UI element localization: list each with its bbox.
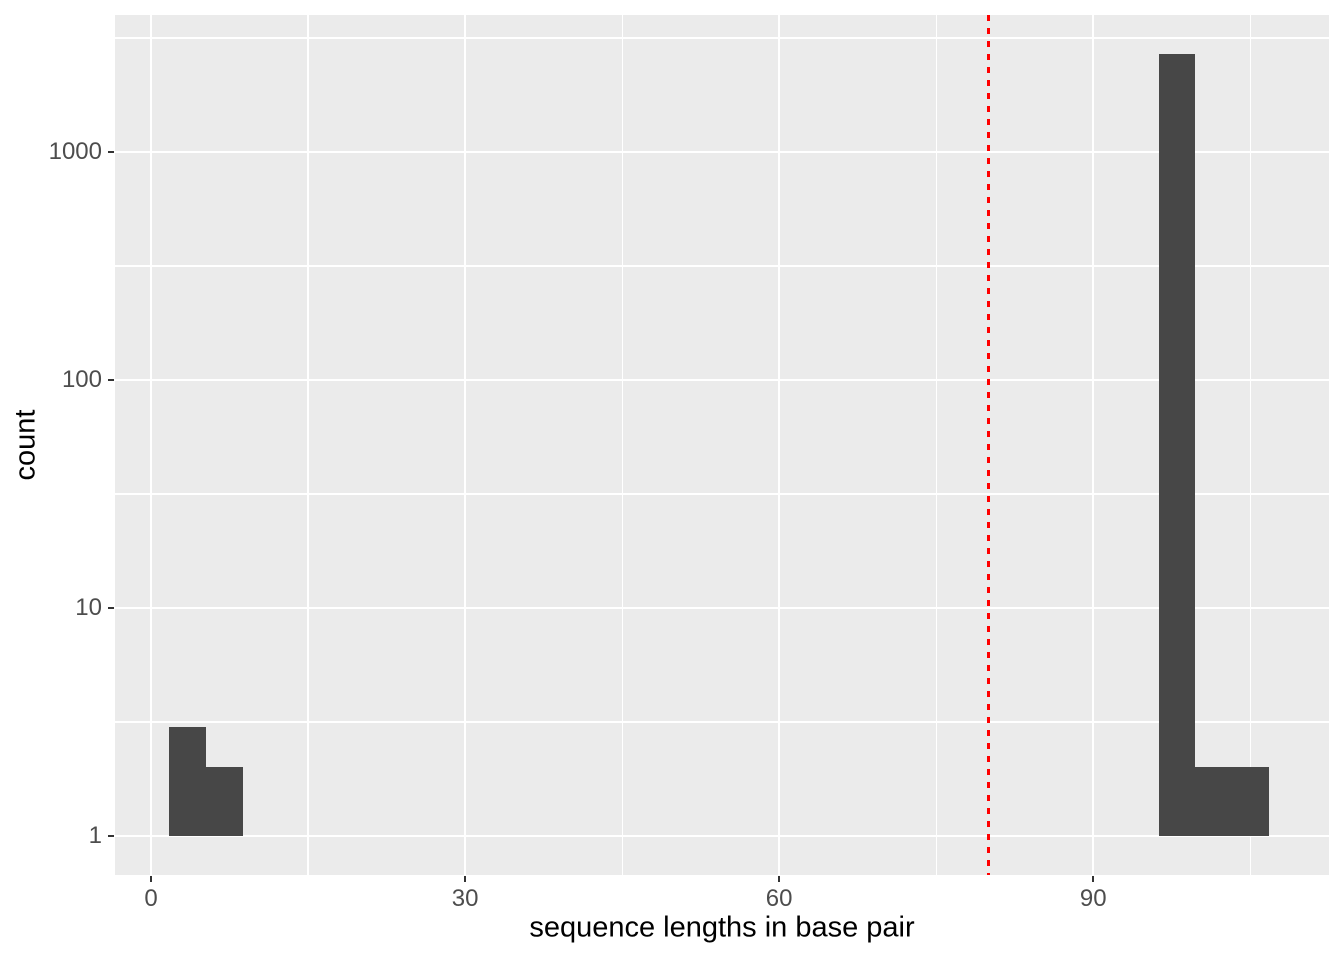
gridline-major-horizontal [115,834,1329,838]
y-axis-title: count [9,409,42,481]
x-axis-tick-label: 0 [144,885,158,912]
y-axis-tick-label: 10 [75,594,102,622]
x-axis-tick-mark [1092,876,1095,882]
gridline-minor-vertical [1249,15,1251,875]
gridline-minor-vertical [935,15,937,875]
x-axis-tick-mark [463,876,467,882]
y-axis-tick-mark [108,606,114,610]
gridline-minor-horizontal [115,265,1329,267]
x-axis-tick-label: 60 [765,885,793,912]
y-axis-tick-mark [108,834,114,838]
histogram-bar [1231,767,1269,836]
gridline-minor-horizontal [115,721,1329,723]
reference-line-vertical [987,15,991,875]
x-axis-tick-mark [777,876,781,882]
gridline-major-horizontal [115,378,1329,382]
histogram-bar [1195,767,1232,836]
gridline-minor-vertical [621,15,623,875]
x-axis-title: sequence lengths in base pair [529,911,915,944]
y-axis-tick-label: 100 [61,366,102,394]
gridline-major-vertical [463,15,467,875]
x-axis-tick-mark [149,876,153,882]
gridline-major-vertical [149,15,153,875]
gridline-major-horizontal [115,606,1329,610]
gridline-major-horizontal [115,150,1329,154]
gridline-minor-vertical [307,15,309,875]
y-axis-tick-label: 1000 [48,138,102,166]
y-axis-tick-mark [108,378,114,382]
x-axis-tick-label: 90 [1079,885,1107,912]
histogram-bar [1158,54,1196,836]
gridline-major-vertical [777,15,781,875]
gridline-minor-horizontal [115,493,1329,495]
x-axis-tick-label: 30 [451,885,479,912]
y-axis-tick-mark [108,150,114,154]
y-axis-tick-label: 1 [88,822,102,849]
gridline-minor-horizontal [115,37,1329,39]
plot-panel [115,15,1329,875]
histogram-bar [205,767,243,836]
gridline-major-vertical [1092,15,1095,875]
histogram-bar [169,727,206,836]
